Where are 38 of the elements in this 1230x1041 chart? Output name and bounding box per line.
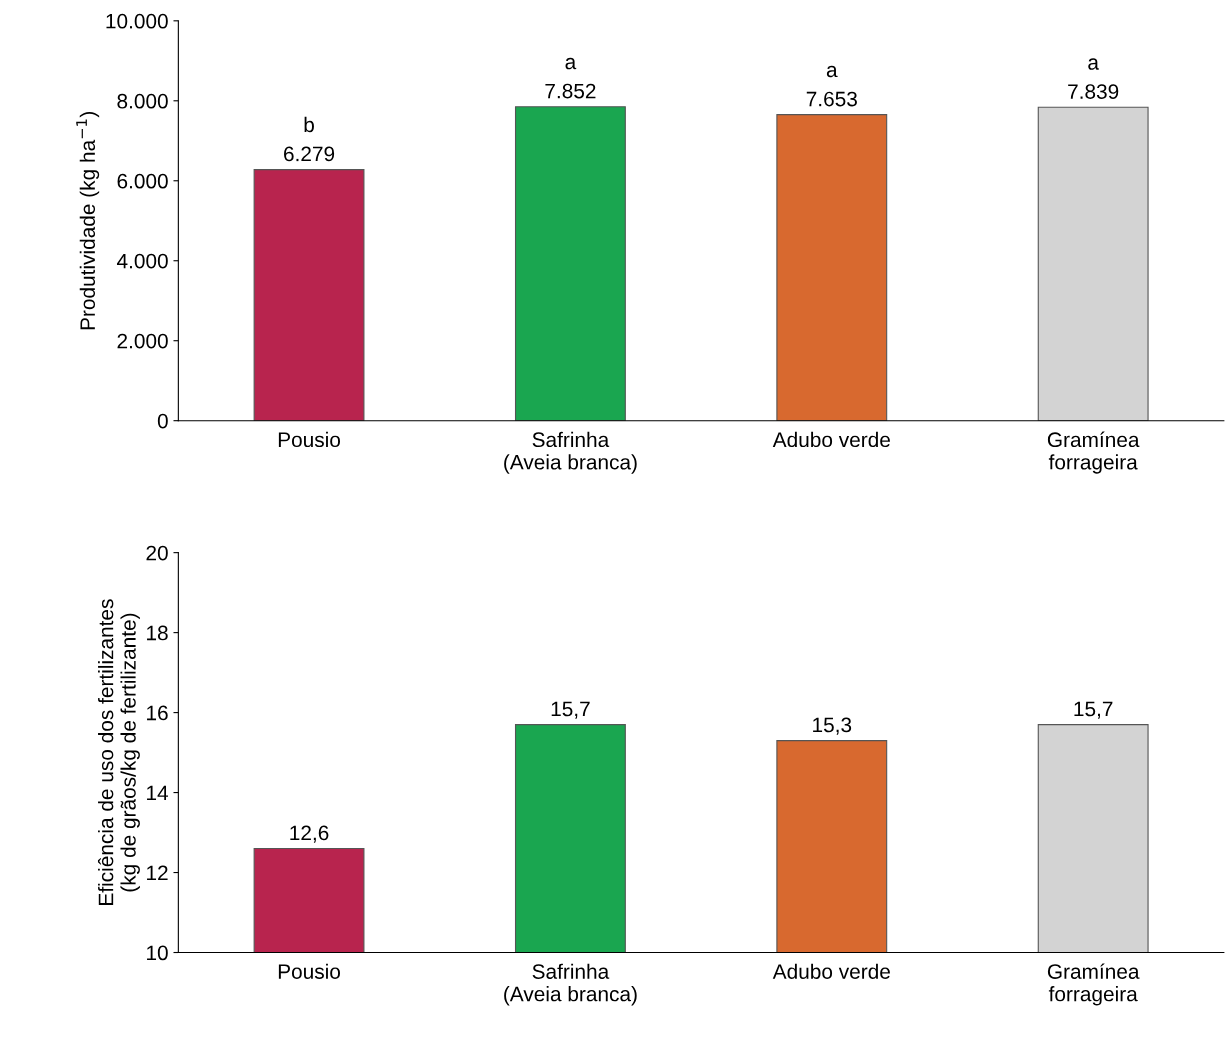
x-tick-label: Gramínea forrageira bbox=[1047, 431, 1140, 474]
y-tick-label: 12 bbox=[147, 865, 168, 881]
y-tick-label: 20 bbox=[146, 545, 168, 561]
y-tick-label: 6.000 bbox=[117, 173, 168, 189]
annotation: a bbox=[1088, 58, 1099, 70]
bar bbox=[514, 106, 626, 421]
bar bbox=[253, 169, 365, 421]
y-tick-label: 18 bbox=[147, 625, 168, 641]
data-label: 15,3 bbox=[813, 717, 852, 735]
data-label: 6.279 bbox=[284, 146, 335, 162]
data-label: 12,6 bbox=[290, 825, 329, 843]
x-tick-label: Adubo verde bbox=[772, 963, 890, 979]
y-axis-title: Eficiência de uso dos fertilizantes (kg de grãos/kg de fertilizante) bbox=[97, 599, 140, 905]
bar bbox=[776, 114, 888, 421]
x-tick-label: Safrinha (Aveia branca) bbox=[504, 431, 637, 474]
y-tick-label: 10.000 bbox=[106, 13, 168, 29]
y-axis-title: Produtividade (kg ha$^{−1}$) bbox=[76, 111, 100, 330]
x-tick-label: Gramínea forrageira bbox=[1047, 963, 1140, 1006]
x-tick-label: Pousio bbox=[278, 963, 341, 979]
data-label: 7.839 bbox=[1068, 84, 1119, 99]
y-tick-label: 16 bbox=[147, 705, 168, 721]
y-tick-label: 2.000 bbox=[117, 333, 168, 349]
x-tick-label: Safrinha (Aveia branca) bbox=[504, 963, 637, 1006]
x-tick-label: Pousio bbox=[278, 431, 341, 448]
data-label: 7.852 bbox=[545, 83, 596, 99]
data-label: 7.653 bbox=[806, 91, 857, 107]
y-tick-label: 0 bbox=[157, 413, 168, 429]
data-label: 15,7 bbox=[1074, 701, 1113, 719]
annotation: a bbox=[565, 57, 577, 70]
y-tick-label: 14 bbox=[147, 785, 169, 801]
x-tick-label: Adubo verde bbox=[772, 431, 890, 448]
annotation: a bbox=[826, 65, 838, 78]
annotation: b bbox=[304, 116, 314, 133]
data-label: 15,7 bbox=[551, 701, 590, 719]
bar bbox=[1037, 106, 1149, 421]
y-tick-label: 4.000 bbox=[116, 253, 168, 269]
y-tick-label: 8.000 bbox=[117, 93, 168, 109]
y-tick-label: 10 bbox=[147, 945, 168, 961]
